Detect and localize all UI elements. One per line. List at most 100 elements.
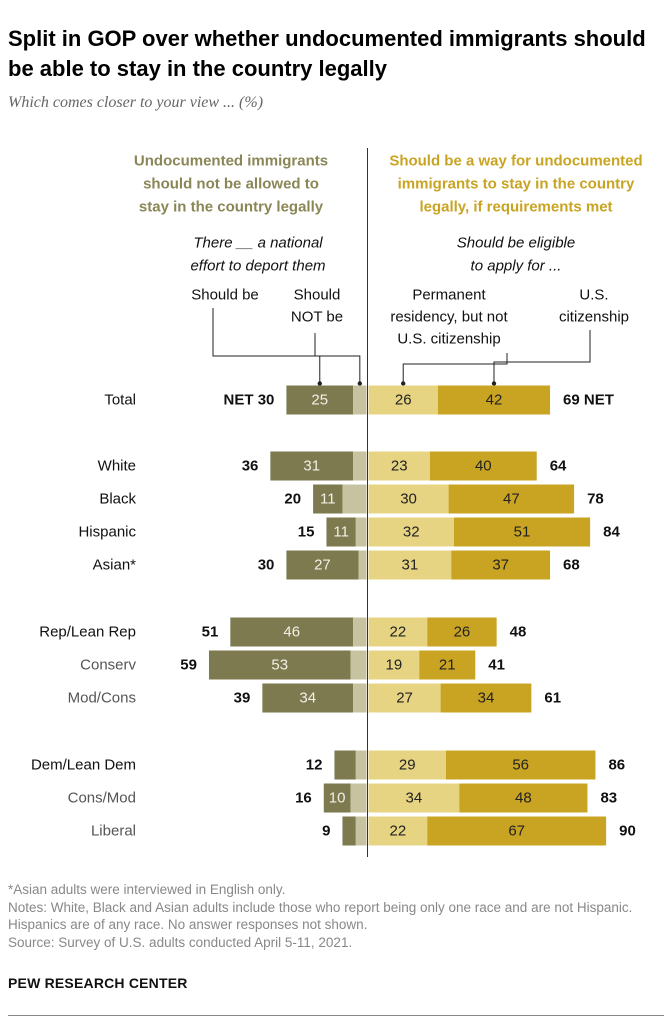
value-label-citizenship: 42 bbox=[486, 392, 503, 409]
bar-permanent-residency bbox=[368, 517, 454, 547]
net-right: 68 bbox=[563, 557, 580, 574]
leader-should-not-be-dot bbox=[357, 381, 363, 386]
leader-should-be-dot bbox=[317, 381, 322, 386]
net-left: 9 bbox=[322, 823, 330, 840]
row-label: Rep/Lean Rep bbox=[39, 624, 136, 641]
bar-citizenship bbox=[445, 750, 596, 780]
value-label-citizenship: 34 bbox=[478, 690, 495, 707]
col-permanent-line-3: U.S. citizenship bbox=[397, 331, 500, 348]
source-org: PEW RESEARCH CENTER bbox=[8, 975, 188, 991]
bar-should-not-be-deported bbox=[355, 816, 367, 846]
bar-permanent-residency bbox=[368, 617, 428, 647]
net-right: 64 bbox=[550, 458, 567, 475]
bar-permanent-residency bbox=[368, 650, 420, 680]
net-right: 41 bbox=[488, 657, 505, 674]
value-label-should-be: 46 bbox=[283, 624, 300, 641]
leader-permanent-dot bbox=[401, 381, 406, 386]
bar-should-not-be-deported bbox=[342, 484, 367, 514]
col-should-be-line-1: Should be bbox=[191, 287, 259, 304]
bar-citizenship bbox=[440, 683, 532, 713]
eligible-question-line-2: to apply for ... bbox=[471, 258, 562, 275]
bar-permanent-residency bbox=[368, 484, 449, 514]
net-right: 84 bbox=[603, 524, 620, 541]
bar-permanent-residency bbox=[368, 451, 430, 481]
left-group-header-line-3: stay in the country legally bbox=[139, 199, 324, 216]
net-left: 15 bbox=[298, 524, 315, 541]
deport-question-line-1: There __ a national bbox=[193, 235, 323, 252]
net-right: 86 bbox=[608, 757, 625, 774]
value-label-should-be: 27 bbox=[314, 557, 331, 574]
footnote-source: Source: Survey of U.S. adults conducted … bbox=[8, 934, 353, 950]
bar-citizenship bbox=[437, 385, 551, 415]
net-left: 30 bbox=[258, 557, 275, 574]
bar-should-not-be-deported bbox=[355, 517, 367, 547]
deport-question-line-2: effort to deport them bbox=[190, 258, 325, 275]
value-label-permanent: 26 bbox=[395, 392, 412, 409]
bar-permanent-residency bbox=[368, 816, 428, 846]
value-label-citizenship: 56 bbox=[512, 757, 529, 774]
bar-should-not-be-deported bbox=[353, 451, 367, 481]
bar-permanent-residency bbox=[368, 385, 438, 415]
bar-should-be-deported bbox=[323, 783, 351, 813]
net-right: 90 bbox=[619, 823, 636, 840]
leader-citizenship bbox=[493, 330, 591, 384]
footnotes: *Asian adults were interviewed in Englis… bbox=[8, 881, 668, 951]
bar-permanent-residency bbox=[368, 750, 446, 780]
net-left: 59 bbox=[180, 657, 197, 674]
net-left: 20 bbox=[284, 491, 301, 508]
leader-should-be bbox=[212, 308, 321, 384]
row-label: Liberal bbox=[91, 823, 136, 840]
row-label: Cons/Mod bbox=[68, 790, 136, 807]
bar-should-be-deported bbox=[326, 517, 356, 547]
value-label-citizenship: 40 bbox=[475, 458, 492, 475]
bar-should-be-deported bbox=[313, 484, 343, 514]
bar-should-be-deported bbox=[208, 650, 351, 680]
net-left: 16 bbox=[295, 790, 312, 807]
value-label-should-be: 10 bbox=[329, 790, 346, 807]
value-label-permanent: 23 bbox=[391, 458, 408, 475]
chart-row: Dem/Lean Dem 29 56 12 86 bbox=[31, 750, 625, 780]
row-label: White bbox=[98, 458, 136, 475]
row-label: Dem/Lean Dem bbox=[31, 757, 136, 774]
chart-row: Liberal 22 67 9 90 bbox=[91, 816, 636, 846]
row-label: Asian* bbox=[93, 557, 137, 574]
value-label-citizenship: 48 bbox=[515, 790, 532, 807]
col-permanent-line-1: Permanent bbox=[412, 287, 486, 304]
value-label-permanent: 30 bbox=[400, 491, 417, 508]
bar-should-not-be-deported bbox=[353, 683, 367, 713]
right-group-header-line-2: immigrants to stay in the country bbox=[398, 176, 635, 193]
chart-row: White 31 23 40 36 64 bbox=[98, 451, 567, 481]
bar-should-not-be-deported bbox=[355, 750, 367, 780]
chart-row: Cons/Mod 10 34 48 16 83 bbox=[68, 783, 617, 813]
chart-row: Hispanic 11 32 51 15 84 bbox=[78, 517, 620, 547]
value-label-citizenship: 47 bbox=[503, 491, 520, 508]
chart-row: Black 11 30 47 20 78 bbox=[99, 484, 604, 514]
leader-permanent bbox=[402, 353, 508, 384]
right-group-header-line-3: legally, if requirements met bbox=[419, 199, 612, 216]
leader-should-not-be bbox=[314, 333, 361, 384]
value-label-permanent: 19 bbox=[386, 657, 403, 674]
net-left: 36 bbox=[242, 458, 259, 475]
col-citizenship-line-2: citizenship bbox=[559, 309, 629, 326]
right-group-header-line-1: Should be a way for undocumented bbox=[389, 153, 642, 170]
net-right: 61 bbox=[544, 690, 561, 707]
diverging-bar-chart: Undocumented immigrants should not be all… bbox=[31, 148, 643, 857]
net-right: 48 bbox=[510, 624, 527, 641]
bar-should-not-be-deported bbox=[358, 550, 367, 580]
chart-subtitle: Which comes closer to your view ... (%) bbox=[8, 94, 264, 111]
col-permanent-line-2: residency, but not bbox=[390, 309, 508, 326]
col-should-not-be-line-1: Should bbox=[294, 287, 341, 304]
bar-should-be-deported bbox=[334, 750, 356, 780]
bar-should-not-be-deported bbox=[353, 385, 367, 415]
col-citizenship-line-1: U.S. bbox=[579, 287, 608, 304]
column-headers: Undocumented immigrants should not be all… bbox=[134, 153, 643, 386]
value-label-should-be: 11 bbox=[333, 524, 349, 541]
net-left: 39 bbox=[234, 690, 251, 707]
col-should-not-be-line-2: NOT be bbox=[291, 309, 343, 326]
bar-should-be-deported bbox=[230, 617, 354, 647]
value-label-permanent: 32 bbox=[403, 524, 420, 541]
row-label: Black bbox=[99, 491, 136, 508]
value-label-should-be: 11 bbox=[320, 491, 336, 508]
value-label-permanent: 22 bbox=[390, 823, 407, 840]
net-right: 78 bbox=[587, 491, 604, 508]
